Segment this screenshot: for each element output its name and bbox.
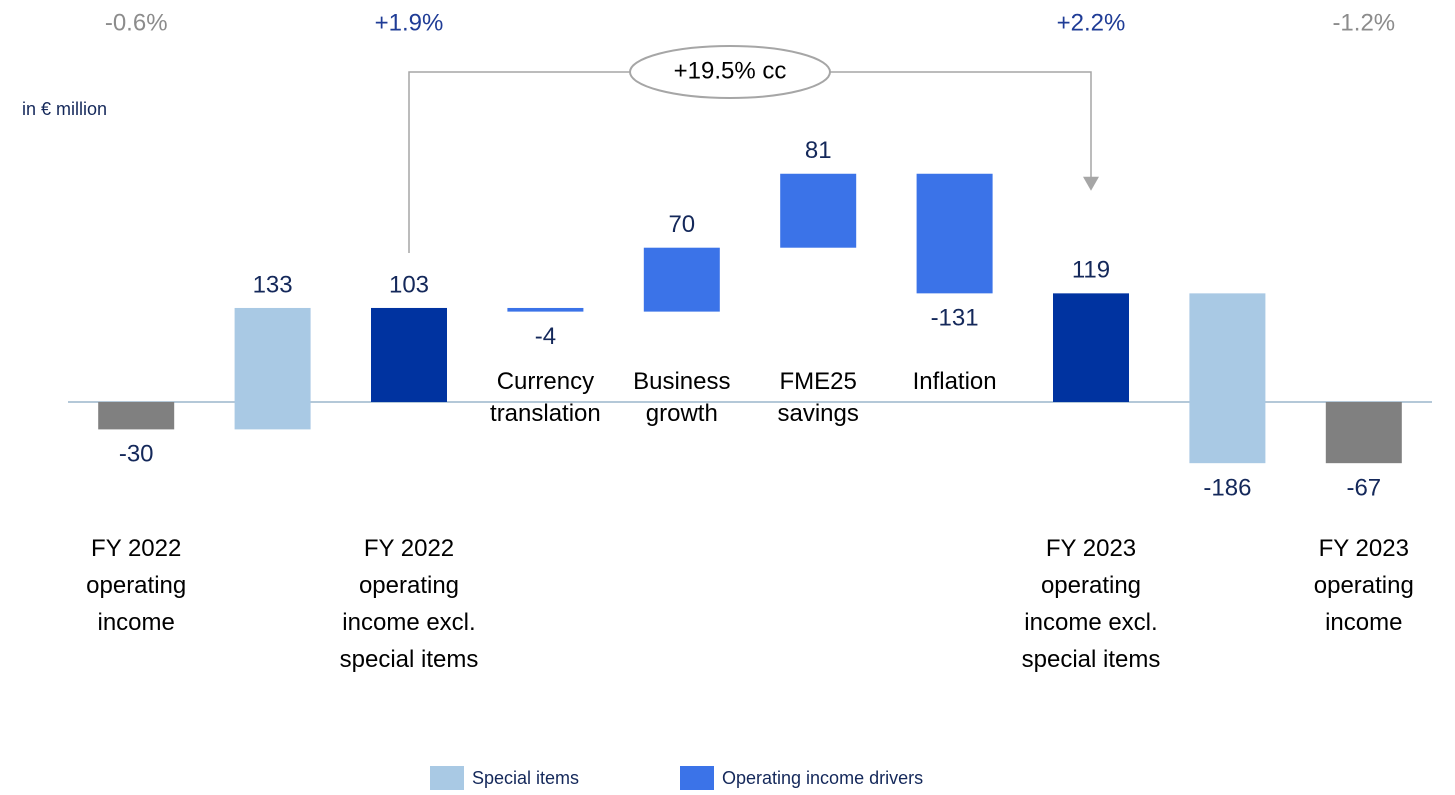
bar (916, 173, 993, 294)
driver-label: FME25 savings (777, 368, 859, 427)
value-label: 81 (805, 137, 832, 164)
unit-label: in € million (22, 99, 107, 119)
bar (371, 307, 447, 402)
category-label: FY 2023 operating income (1313, 535, 1414, 636)
bar (98, 402, 175, 430)
bar (507, 307, 584, 312)
margin-label: -1.2% (1332, 9, 1395, 36)
value-label: 103 (389, 271, 429, 298)
bar (234, 307, 311, 430)
value-label: 133 (253, 271, 293, 298)
legend-swatch (430, 766, 464, 790)
value-label: -4 (535, 323, 556, 350)
driver-label: Currency translation (490, 368, 601, 427)
driver-label: Inflation (912, 368, 997, 395)
value-label: -67 (1346, 475, 1381, 502)
legend-label: Operating income drivers (722, 768, 923, 788)
driver-label: Business growth (633, 368, 731, 427)
bar (780, 173, 857, 248)
annotation-ellipse (629, 45, 831, 99)
annotation: +19.5% cc (674, 57, 787, 84)
category-label: FY 2022 operating income (86, 535, 187, 636)
bar (1053, 293, 1129, 402)
bar (643, 247, 720, 312)
category-label: FY 2023 operating income excl. special i… (1021, 535, 1161, 673)
bar (1325, 402, 1402, 464)
bar (1189, 293, 1266, 464)
margin-label: -0.6% (105, 9, 168, 36)
category-label: FY 2022 operating income excl. special i… (339, 535, 479, 673)
value-label: 119 (1072, 257, 1110, 284)
margin-label: +1.9% (375, 9, 444, 36)
margin-label: +2.2% (1057, 9, 1126, 36)
value-label: -186 (1203, 475, 1251, 502)
value-label: -131 (931, 305, 979, 332)
bracket-arrow (1083, 176, 1099, 191)
value-label: -30 (119, 441, 154, 468)
value-label: 70 (668, 211, 695, 238)
legend-swatch (680, 766, 714, 790)
legend-label: Special items (472, 768, 579, 788)
